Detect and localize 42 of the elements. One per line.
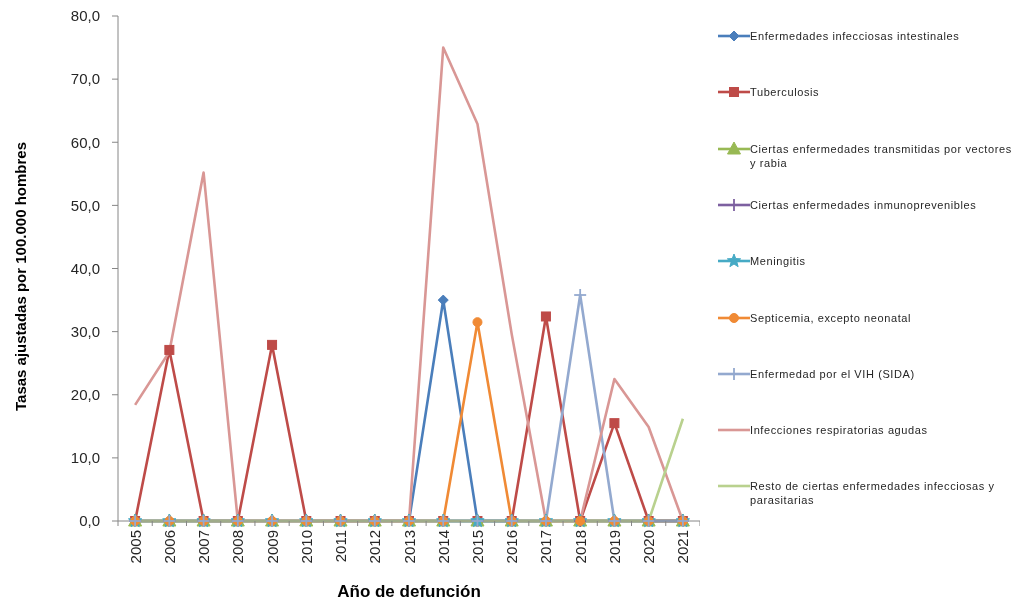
x-tick-label: 2009 [263,530,281,564]
x-tick-label: 2012 [366,530,384,564]
y-tick-label: 70,0 [70,70,100,88]
x-tick-label: 2015 [468,530,486,564]
y-tick-label: 60,0 [70,133,100,151]
y-tick-label: 10,0 [70,449,100,467]
y-tick-label: 80,0 [70,7,100,25]
y-tick-label: 20,0 [70,386,100,404]
y-tick-label: 0,0 [79,512,100,530]
x-tick-label: 2020 [640,530,658,564]
x-tick-label: 2019 [605,530,623,564]
x-axis-title: Año de defunción [337,582,481,601]
x-tick-label: 2011 [332,530,350,563]
legend-label: Meningitis [750,254,807,269]
x-tick-label: 2013 [400,530,418,564]
x-tick-label: 2005 [126,530,144,564]
legend-label: Resto de ciertas enfermedades infecciosas y parasitarias [750,479,996,508]
y-tick-label: 30,0 [70,322,100,340]
point [540,311,551,322]
point [267,339,278,350]
legend-label: Infecciones respiratorias agudas [750,423,929,438]
legend-label: Septicemia, excepto neonatal [750,310,913,325]
y-tick-label: 50,0 [70,196,100,214]
x-tick-label: 2010 [297,530,315,564]
x-tick-label: 2006 [160,530,178,564]
legend-label: Enfermedades infecciosas intestinales [750,29,961,43]
point [609,418,620,429]
x-tick-label: 2017 [537,530,555,564]
legend-label: Ciertas enfermedades transmitidas por vectores y rabia [750,141,1013,170]
legend-label: Tuberculosis [750,85,821,100]
legend-label: Enfermedad por el VIH (SIDA) [750,366,916,381]
y-tick-label: 40,0 [70,259,100,277]
x-tick-label: 2014 [434,530,452,564]
x-tick-label: 2018 [571,530,589,564]
point [472,317,483,328]
x-tick-label: 2016 [503,530,521,564]
x-tick-label: 2007 [195,530,213,564]
x-tick-label: 2008 [229,530,247,564]
y-axis-title: Tasas ajustadas por 100.000 hombres [11,141,29,412]
legend-label: Ciertas enfermedades inmunoprevenibles [750,197,978,212]
x-tick-label: 2021 [674,530,692,564]
point [164,344,175,355]
